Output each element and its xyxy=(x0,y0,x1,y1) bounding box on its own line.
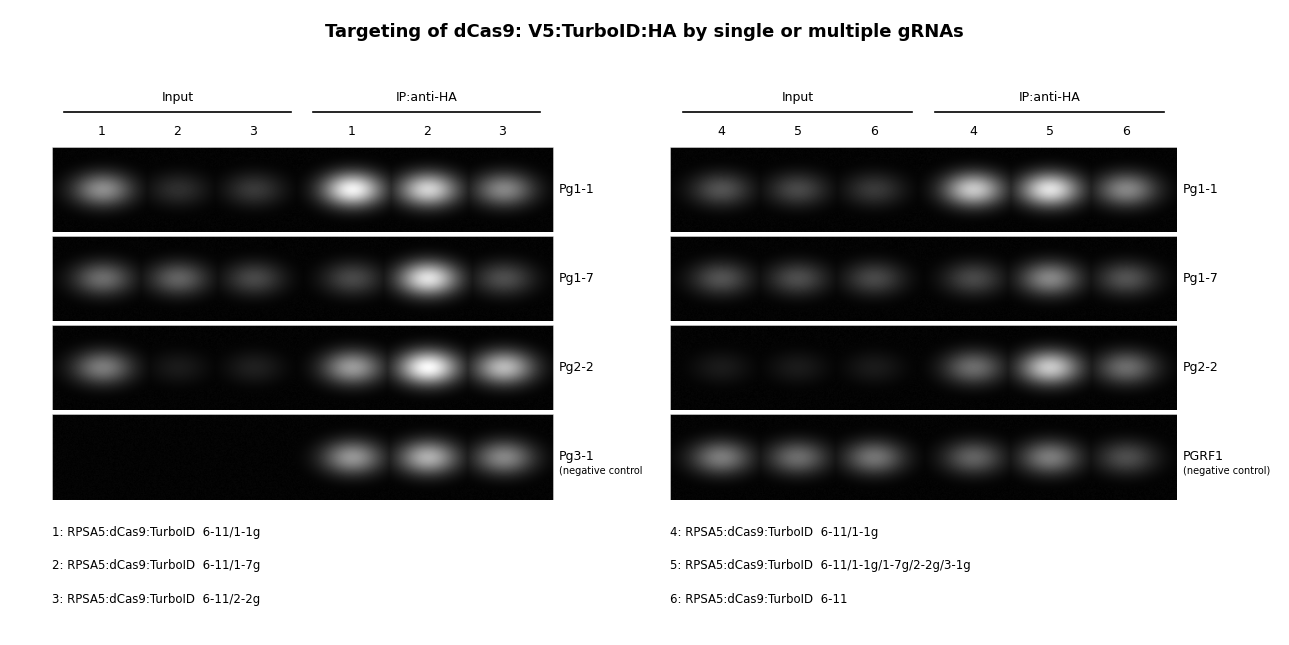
Text: 1: RPSA5:dCas9:TurboID  6-11/1-1g: 1: RPSA5:dCas9:TurboID 6-11/1-1g xyxy=(52,526,260,539)
Text: Pg2-2: Pg2-2 xyxy=(559,361,594,374)
Text: 3: RPSA5:dCas9:TurboID  6-11/2-2g: 3: RPSA5:dCas9:TurboID 6-11/2-2g xyxy=(52,593,260,606)
Text: IP:anti-HA: IP:anti-HA xyxy=(1018,91,1080,104)
Text: 1: 1 xyxy=(347,125,354,138)
Text: Pg2-2: Pg2-2 xyxy=(1183,361,1219,374)
Text: IP:anti-HA: IP:anti-HA xyxy=(396,91,458,104)
Text: 5: RPSA5:dCas9:TurboID  6-11/1-1g/1-7g/2-2g/3-1g: 5: RPSA5:dCas9:TurboID 6-11/1-1g/1-7g/2-… xyxy=(670,559,971,572)
Text: 2: 2 xyxy=(174,125,182,138)
Text: 6: 6 xyxy=(1121,125,1130,138)
Text: Targeting of dCas9: V5:TurboID:HA by single or multiple gRNAs: Targeting of dCas9: V5:TurboID:HA by sin… xyxy=(325,23,964,41)
Text: Input: Input xyxy=(781,91,813,104)
Text: 6: 6 xyxy=(870,125,878,138)
Text: 2: RPSA5:dCas9:TurboID  6-11/1-7g: 2: RPSA5:dCas9:TurboID 6-11/1-7g xyxy=(52,559,260,572)
Text: 4: RPSA5:dCas9:TurboID  6-11/1-1g: 4: RPSA5:dCas9:TurboID 6-11/1-1g xyxy=(670,526,879,539)
Text: Pg1-1: Pg1-1 xyxy=(559,183,594,196)
Text: 5: 5 xyxy=(794,125,802,138)
Text: 3: 3 xyxy=(249,125,257,138)
Text: PGRF1: PGRF1 xyxy=(1183,450,1225,463)
Text: 4: 4 xyxy=(717,125,726,138)
Text: 4: 4 xyxy=(969,125,977,138)
Text: Pg3-1: Pg3-1 xyxy=(559,450,594,463)
Text: 5: 5 xyxy=(1045,125,1053,138)
Text: 2: 2 xyxy=(423,125,431,138)
Text: Pg1-7: Pg1-7 xyxy=(1183,272,1219,285)
Text: (negative control: (negative control xyxy=(559,466,642,476)
Text: Pg1-1: Pg1-1 xyxy=(1183,183,1219,196)
Text: 1: 1 xyxy=(98,125,106,138)
Text: Input: Input xyxy=(161,91,193,104)
Text: 3: 3 xyxy=(499,125,507,138)
Text: 6: RPSA5:dCas9:TurboID  6-11: 6: RPSA5:dCas9:TurboID 6-11 xyxy=(670,593,848,606)
Text: Pg1-7: Pg1-7 xyxy=(559,272,596,285)
Text: (negative control): (negative control) xyxy=(1183,466,1271,476)
